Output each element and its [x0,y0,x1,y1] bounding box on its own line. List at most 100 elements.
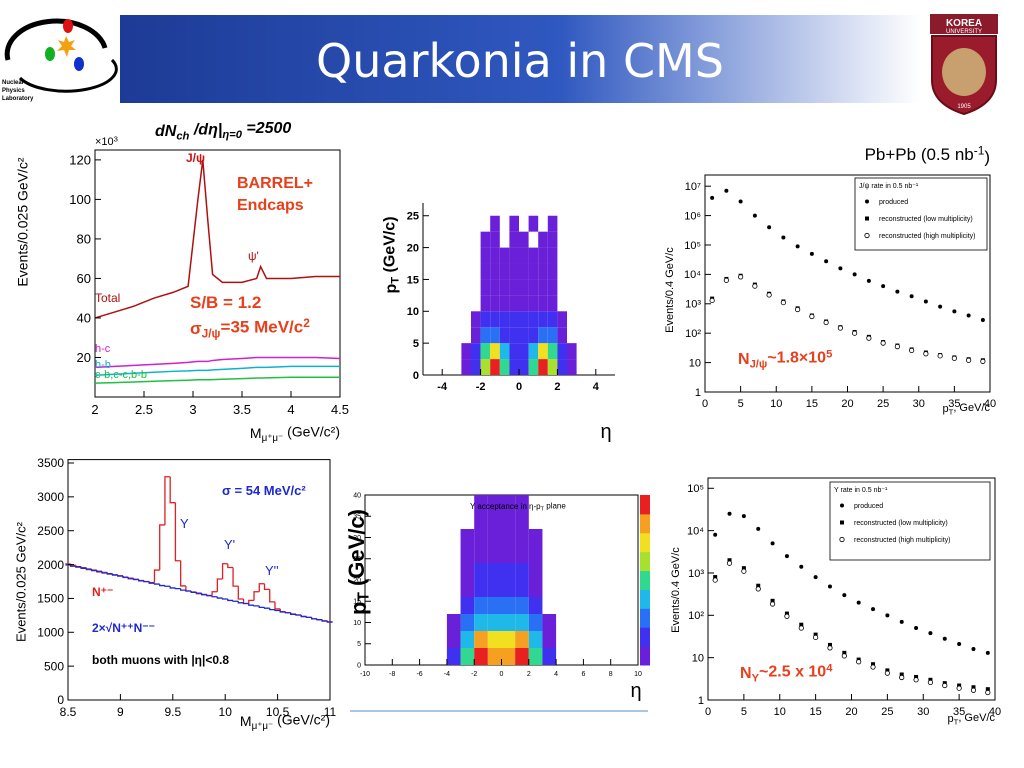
heat-cell [499,311,510,328]
x-tick-label: 2 [91,402,98,417]
heat-cell [446,648,461,665]
point [842,593,847,598]
histogram-bin [227,563,234,569]
y-tick-label: 40 [353,492,361,499]
heat-cell [461,248,471,264]
point [971,685,976,690]
histogram-bin [111,573,118,576]
annotation: σ = 54 MeV/c² [222,483,306,498]
point [852,330,858,336]
chart: 2 2.5 3 3.5 4 4.5 20 40 60 80 100 120 dNch /dη|η=0 =… [15,120,349,444]
heat-cell [542,580,556,597]
chart-title: dNch /dη|η=0 =2500 [155,120,291,142]
y-tick-label: 15 [407,274,419,286]
heat-cell [567,232,577,248]
annotation: Υ'' [265,563,279,578]
text-run: Pb+Pb (0.5 nb [865,145,974,164]
heat-cell [461,327,471,343]
logo-arc [18,58,118,93]
heat-cell [499,343,510,360]
point [784,554,789,559]
heat-cell [474,495,488,512]
logo-text: Nuclear [2,80,25,86]
histogram-bin [143,580,150,583]
heat-cell [528,648,543,665]
y-tick-label: 3000 [37,490,64,504]
heat-cell [487,580,502,597]
text-run: ~2.5 x 10 [759,664,826,681]
histogram-bin [253,605,260,607]
x-tick-label: -8 [389,671,395,678]
heat-cell [499,279,510,296]
histogram-bin [169,476,176,504]
heat-cell [447,529,461,546]
heat-cell [471,232,481,248]
y-tick-label: 40 [77,311,91,326]
heat-cell [567,264,577,280]
heat-cell [487,648,502,665]
y-axis-label: Events/0.4 GeV/c [670,547,682,633]
histogram-bin [96,570,103,572]
legend-marker [840,503,844,508]
x-tick-label: 10.5 [266,705,290,719]
heat-cell [490,359,500,375]
point [871,662,876,667]
heat-cell [557,327,567,344]
heat-cell [447,563,461,580]
point [881,284,886,289]
heat-cell [528,311,539,328]
logo-dot [45,47,55,61]
heat-cell [528,614,543,631]
heat-cell [509,327,519,344]
y-tick-label: 10⁴ [687,525,704,537]
histogram-bin [180,560,186,587]
heat-cell [538,279,548,296]
colorbar [640,570,650,590]
plot-frame [94,149,341,398]
heat-cell [474,529,488,546]
logo-dot [63,19,73,33]
point [741,566,746,571]
legend-label: reconstructed (low multiplicity) [879,216,973,223]
histogram-bin [326,621,333,623]
heat-cell [461,512,475,529]
heat-cell [471,327,481,344]
y-tick-label: 2000 [37,558,64,572]
x-tick-label: 5 [738,398,744,410]
heat-cell [519,359,529,375]
heat-cell [547,231,558,248]
heat-cell [557,311,567,328]
series-label: 2×√N⁺⁺N⁻⁻ [92,621,155,635]
annotation: NJ/ψ~1.8×105 [738,349,832,371]
heat-cell [557,216,567,232]
heat-cell [460,597,475,614]
y-tick-label: 100 [69,192,91,207]
heat-cell [490,215,500,232]
text-run: ) [984,147,990,166]
heat-cell [528,563,543,580]
point [971,647,976,652]
text-run: p [346,602,371,615]
heat-cell [528,295,539,312]
x-tick-label: -6 [416,671,422,678]
heat-cell [542,512,556,529]
point [837,325,843,331]
heat-cell [460,648,475,665]
heat-cell [499,295,510,312]
heat-cell [447,495,461,512]
text-run: ch [176,130,189,142]
histogram-bin [321,619,328,622]
histogram-bin [253,591,260,601]
heat-cell [490,231,500,248]
y-tick-label: 20 [353,577,361,584]
heat-cell [519,247,529,264]
colorbar [640,608,650,628]
text-run: ~1.8×10 [767,350,826,367]
colorbar [640,646,650,666]
point [985,689,991,696]
x-tick-label: 10 [219,705,233,719]
annotation: Υ' [224,537,235,552]
colorbar [640,627,650,647]
histogram-bin [174,587,181,590]
line-series [94,365,340,377]
